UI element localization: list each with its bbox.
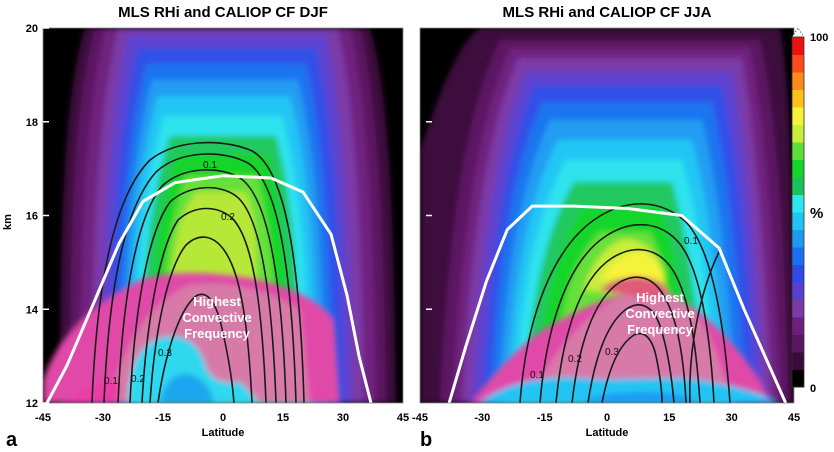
panel-a-x-axis-label: Latitude xyxy=(202,427,245,439)
x-tick-label: 30 xyxy=(726,412,738,424)
panel-b-plot: MLS RHi and CALIOP CF JJA xyxy=(412,4,800,451)
y-tick-label: 12 xyxy=(26,398,38,410)
x-tick-label: -15 xyxy=(155,412,171,424)
panel-a-contour-label: 0.3 xyxy=(158,348,172,359)
colorbar-swatch xyxy=(792,264,804,283)
colorbar-swatch xyxy=(792,282,804,300)
panel-a-tropopause-line xyxy=(45,174,373,403)
panel-a-contour-label: 0.2 xyxy=(131,374,145,385)
x-tick-label: 45 xyxy=(397,412,409,424)
panel-b-annotation-line: Highest xyxy=(636,290,684,305)
panel-a-x-ticks: -45 -30 -15 0 15 30 45 xyxy=(35,412,409,424)
panel-b-y-tick-marks xyxy=(426,121,432,310)
y-tick-label: 20 xyxy=(26,23,38,35)
panel-b-tropopause-line xyxy=(447,204,788,403)
colorbar-swatch xyxy=(792,89,804,108)
x-tick-label: -30 xyxy=(474,412,490,424)
x-tick-label: 0 xyxy=(604,412,610,424)
panel-b-letter: b xyxy=(420,429,432,451)
panel-a-plot: MLS RHi and CALIOP CF DJF xyxy=(2,4,409,451)
colorbar-swatches xyxy=(792,37,804,388)
panel-b-title: MLS RHi and CALIOP CF JJA xyxy=(503,4,712,21)
colorbar-swatch xyxy=(792,54,804,73)
x-tick-label: -30 xyxy=(95,412,111,424)
colorbar-swatch xyxy=(792,37,804,55)
panel-b-contour-label: 0.2 xyxy=(568,354,582,365)
panel-a-contour-lines xyxy=(91,141,305,403)
panel-b-contour-label: 0.1 xyxy=(530,370,544,381)
colorbar-swatch xyxy=(792,317,804,335)
colorbar-swatch xyxy=(792,142,804,160)
colorbar-swatch xyxy=(792,229,804,248)
panel-a-contour-label: 0.2 xyxy=(221,212,235,223)
panel-a-letter: a xyxy=(6,429,18,451)
panel-b-x-ticks: -45 -30 -15 0 15 30 45 xyxy=(412,412,800,424)
panel-a-annotation-line: Frequency xyxy=(184,326,251,341)
x-tick-label: 45 xyxy=(788,412,800,424)
x-tick-label: 30 xyxy=(337,412,349,424)
x-tick-label: -45 xyxy=(35,412,51,424)
panel-a-filled-contours xyxy=(43,28,403,403)
colorbar-swatch xyxy=(792,124,804,143)
panel-b-x-axis-label: Latitude xyxy=(586,427,629,439)
y-tick-label: 18 xyxy=(26,117,38,129)
colorbar-frame xyxy=(791,36,805,388)
colorbar-min-label: 0 xyxy=(810,383,816,395)
panel-b-annotation-line: Frequency xyxy=(627,322,694,337)
panel-a-contour-label: 0.1 xyxy=(104,376,118,387)
colorbar-swatch xyxy=(792,194,804,213)
x-tick-label: -15 xyxy=(537,412,553,424)
colorbar-swatch xyxy=(792,334,804,353)
colorbar-swatch xyxy=(792,299,804,318)
panel-a-y-axis-label: km xyxy=(2,214,14,230)
panel-a-annotation-line: Highest xyxy=(193,294,241,309)
panel-b-filled-contours xyxy=(420,28,794,403)
colorbar-swatch xyxy=(792,159,804,178)
x-tick-label: 0 xyxy=(220,412,226,424)
panel-a-annotation-line: Convective xyxy=(182,310,251,325)
colorbar-max-label: 100 xyxy=(810,32,828,44)
panel-b-contour-label: 0.3 xyxy=(605,347,619,358)
x-tick-label: 15 xyxy=(277,412,289,424)
colorbar-swatch xyxy=(792,177,804,195)
x-tick-label: 15 xyxy=(663,412,675,424)
y-tick-label: 16 xyxy=(26,211,38,223)
x-tick-label: -45 xyxy=(412,412,428,424)
panel-a-contour-label: 0.1 xyxy=(203,160,217,171)
y-tick-label: 14 xyxy=(26,304,39,316)
colorbar-swatch xyxy=(792,72,804,90)
panel-b-contour-label: 0.1 xyxy=(684,236,698,247)
colorbar-swatch xyxy=(792,212,804,230)
colorbar-swatch xyxy=(792,369,804,388)
colorbar-swatch xyxy=(792,247,804,265)
panel-a-title: MLS RHi and CALIOP CF DJF xyxy=(118,4,328,21)
colorbar-unit: % xyxy=(810,205,823,222)
panel-a-y-ticks: 12 14 16 18 20 xyxy=(26,23,49,410)
colorbar-swatch xyxy=(792,352,804,370)
colorbar-swatch xyxy=(792,107,804,125)
panel-b-contour-lines xyxy=(519,203,731,403)
panel-b-annotation-line: Convective xyxy=(625,306,694,321)
colorbar: 100 0 % xyxy=(791,27,828,395)
